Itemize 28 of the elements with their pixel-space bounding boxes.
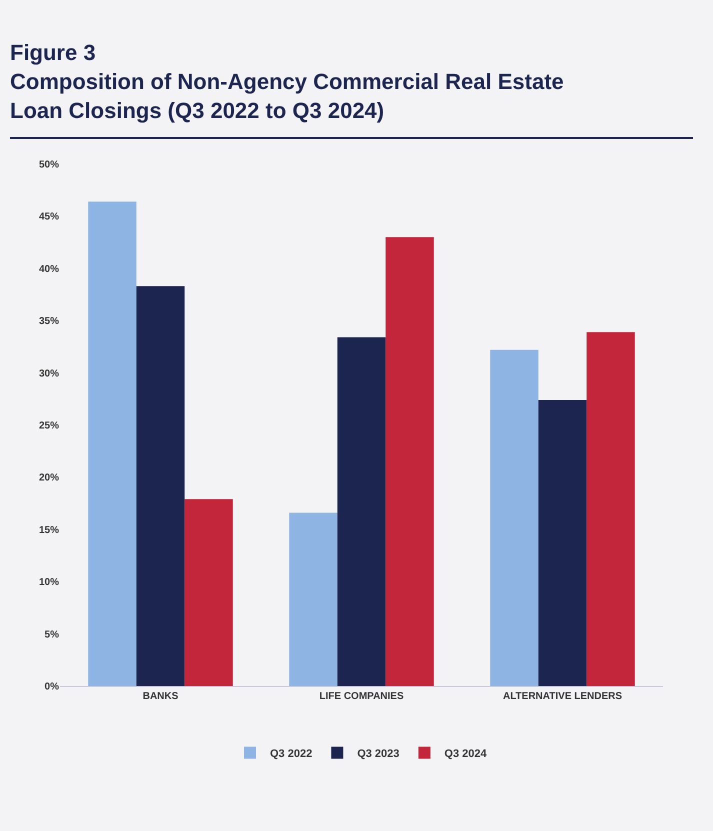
x-tick-label: LIFE COMPANIES <box>319 691 404 702</box>
x-tick-label: ALTERNATIVE LENDERS <box>502 691 622 702</box>
y-tick-label: 15% <box>38 524 60 536</box>
bar <box>538 400 587 686</box>
chart-subtitle: Composition of Non-Agency Commercial Real Estate Loan Closings (Q3 2022 to Q3 2024) <box>10 68 565 125</box>
y-tick-label: 5% <box>44 629 60 640</box>
legend-label: Q3 2022 <box>270 748 312 760</box>
y-tick-label: 45% <box>38 212 60 223</box>
bar <box>289 512 338 686</box>
bar <box>184 499 233 686</box>
bar <box>386 237 434 686</box>
y-tick-label: 30% <box>38 368 60 380</box>
bar <box>88 202 136 686</box>
bar <box>136 286 185 686</box>
bar <box>586 332 635 686</box>
y-tick-label: 20% <box>38 472 60 484</box>
y-tick-label: 35% <box>38 316 60 328</box>
y-tick-label: 10% <box>38 577 60 588</box>
legend-label: Q3 2024 <box>444 748 488 760</box>
y-tick-label: 50% <box>38 160 60 170</box>
y-tick-label: 25% <box>38 420 60 432</box>
y-tick-label: 40% <box>38 264 60 275</box>
chart-title: Figure 3 <box>10 39 97 67</box>
y-tick-label: 0% <box>44 682 60 692</box>
legend-label: Q3 2023 <box>357 748 400 760</box>
x-tick-label: BANKS <box>142 691 179 702</box>
bar <box>337 337 386 686</box>
bar <box>490 350 538 686</box>
